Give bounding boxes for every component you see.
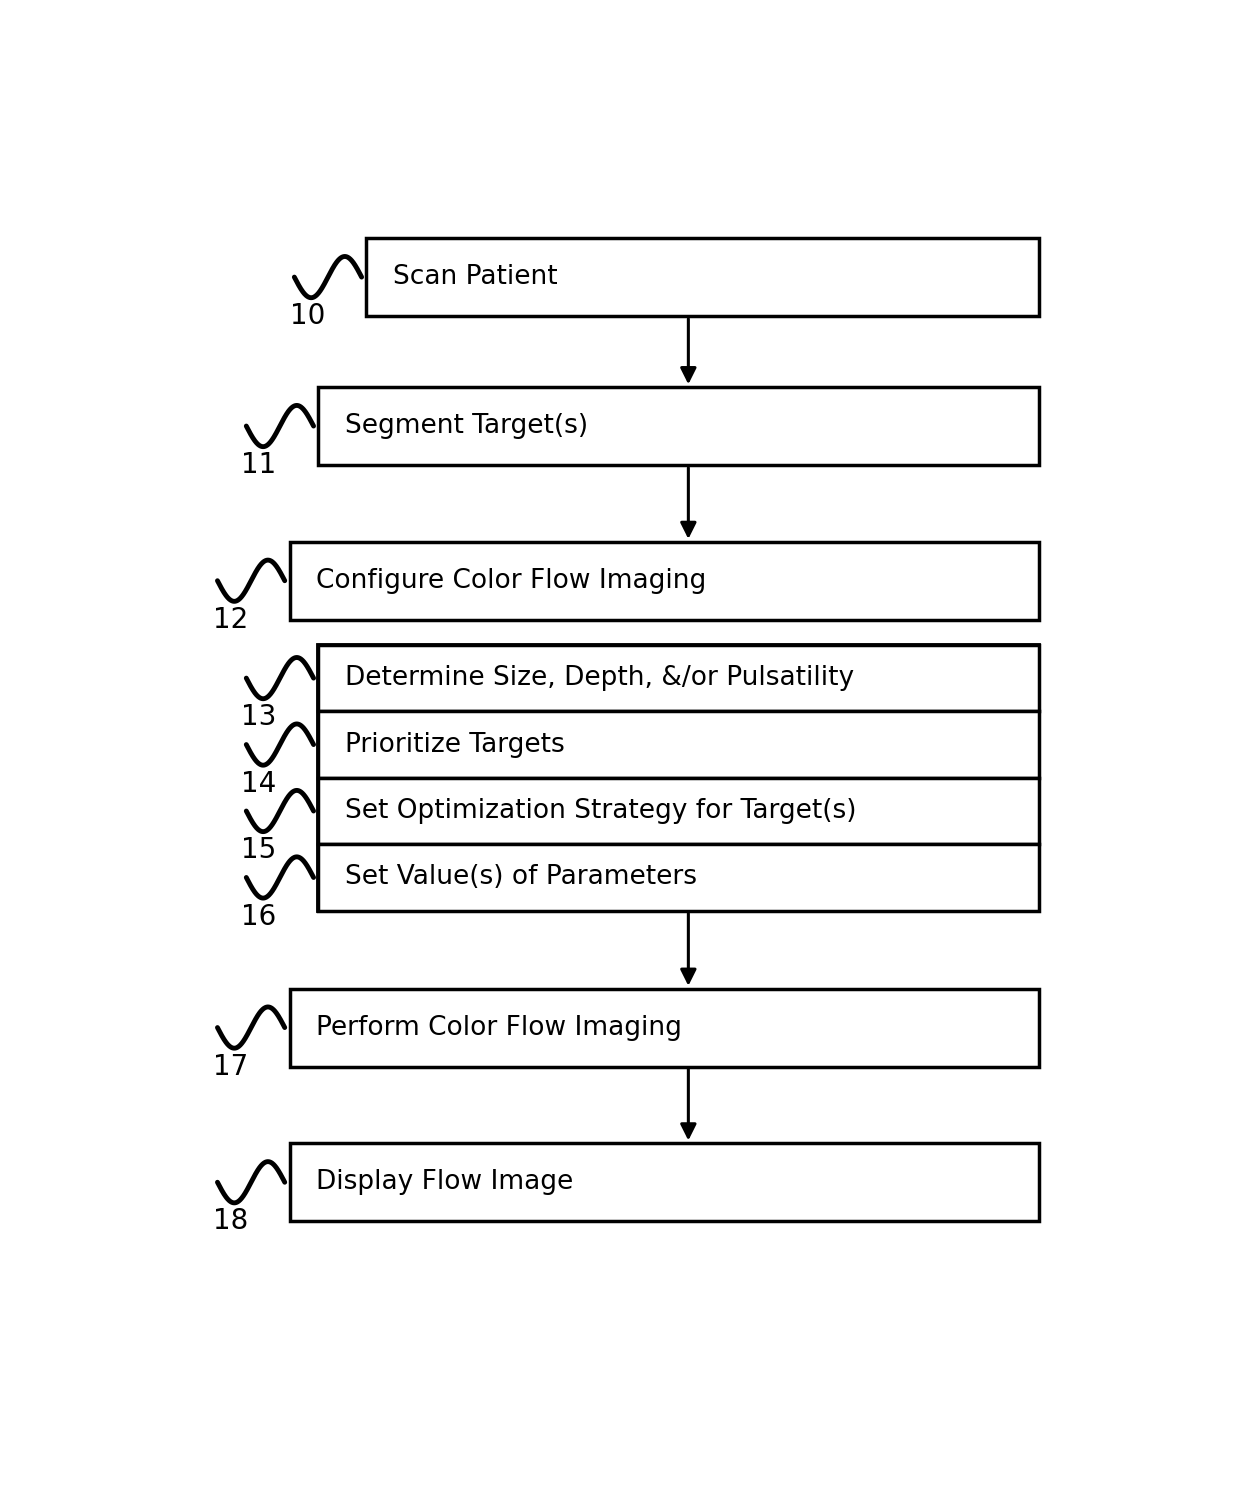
Bar — [319, 844, 1039, 911]
Bar — [319, 644, 1039, 711]
Bar — [290, 1143, 1039, 1222]
Text: Perform Color Flow Imaging: Perform Color Flow Imaging — [316, 1015, 682, 1040]
Bar — [367, 238, 1039, 315]
Bar — [290, 988, 1039, 1067]
Text: Scan Patient: Scan Patient — [393, 263, 558, 290]
Text: Display Flow Image: Display Flow Image — [316, 1170, 574, 1195]
Text: Set Value(s) of Parameters: Set Value(s) of Parameters — [345, 865, 697, 890]
Text: 10: 10 — [289, 302, 325, 330]
Bar — [319, 387, 1039, 464]
Text: Determine Size, Depth, &/or Pulsatility: Determine Size, Depth, &/or Pulsatility — [345, 665, 854, 690]
Bar — [319, 644, 1039, 911]
Text: Configure Color Flow Imaging: Configure Color Flow Imaging — [316, 568, 707, 594]
Text: Prioritize Targets: Prioritize Targets — [345, 732, 565, 757]
Text: 13: 13 — [242, 704, 277, 731]
Text: 17: 17 — [213, 1054, 248, 1080]
Text: 14: 14 — [242, 769, 277, 798]
Bar — [319, 711, 1039, 778]
Text: 16: 16 — [242, 903, 277, 930]
Text: Segment Target(s): Segment Target(s) — [345, 414, 589, 439]
Text: 18: 18 — [213, 1207, 248, 1235]
Text: Set Optimization Strategy for Target(s): Set Optimization Strategy for Target(s) — [345, 798, 857, 824]
Text: 12: 12 — [213, 606, 248, 634]
Bar — [290, 542, 1039, 619]
Text: 11: 11 — [242, 451, 277, 479]
Text: 15: 15 — [242, 836, 277, 865]
Bar — [319, 778, 1039, 844]
